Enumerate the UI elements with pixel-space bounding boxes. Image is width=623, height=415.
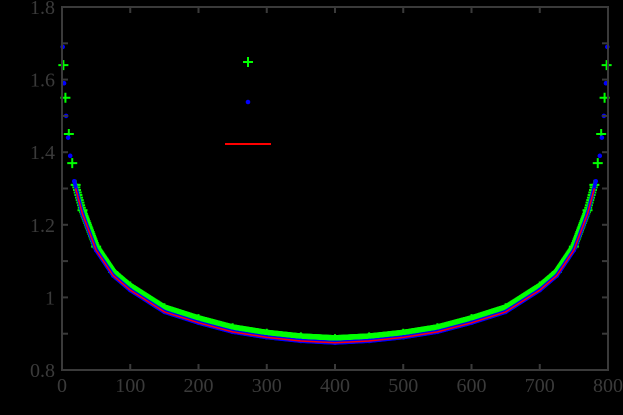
y-tick-label: 1 (45, 287, 55, 309)
y-tick-label: 1.4 (30, 142, 55, 164)
x-tick-label: 700 (525, 375, 555, 397)
legend-entry (243, 57, 253, 67)
series-green-plus (58, 60, 612, 345)
legend (225, 57, 271, 145)
x-tick-label: 100 (115, 375, 145, 397)
x-tick-label: 200 (184, 375, 214, 397)
x-tick-label: 300 (252, 375, 282, 397)
x-tick-label: 500 (388, 375, 418, 397)
series-red-line (74, 188, 596, 344)
series-blue-dot (60, 44, 610, 346)
y-tick-label: 1.2 (30, 215, 55, 237)
axes-frame (61, 6, 609, 371)
x-tick-label: 400 (320, 375, 350, 397)
x-tick-label: 0 (57, 375, 67, 397)
x-tick-label: 800 (593, 375, 623, 397)
y-tick-label: 1.6 (30, 70, 55, 92)
y-tick-label: 0.8 (30, 360, 55, 382)
y-tick-label: 1.8 (30, 0, 55, 19)
legend-entry (245, 99, 251, 105)
x-tick-label: 600 (457, 375, 487, 397)
plot-series (58, 44, 612, 346)
axes: 0 100 200 300 400 500 600 700 800 0.8 1 1.2 1.4 1.6 1.… (30, 0, 623, 397)
